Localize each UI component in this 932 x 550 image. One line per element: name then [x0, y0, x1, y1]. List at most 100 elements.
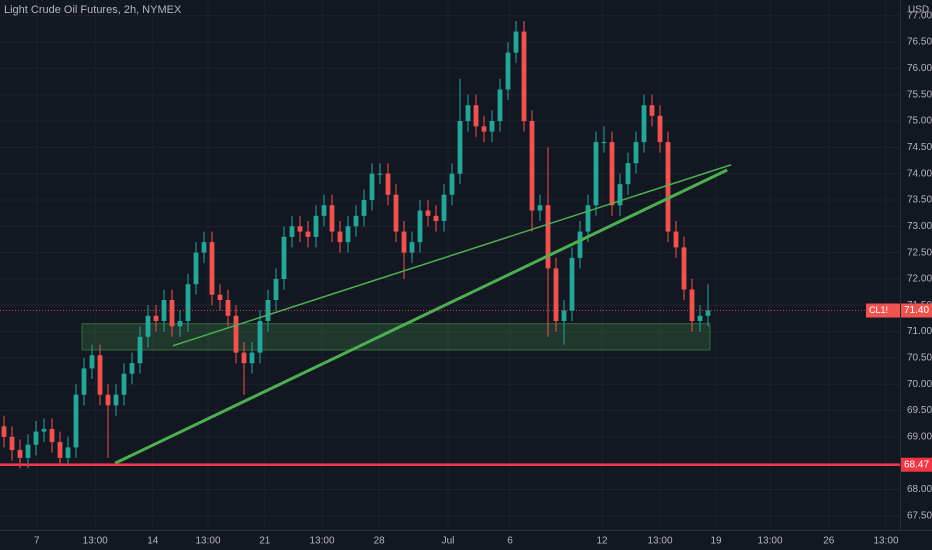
x-tick-label: 14: [147, 536, 159, 547]
candle-body: [137, 336, 143, 364]
candle-body: [209, 242, 215, 295]
candle-body: [553, 268, 559, 322]
candle-body: [353, 215, 359, 227]
x-tick-label: 6: [507, 536, 513, 547]
candle-body: [425, 210, 431, 216]
candle-body: [433, 215, 439, 222]
candle-body: [561, 310, 567, 322]
last-price-label: 71.40: [904, 305, 929, 316]
candle-body: [521, 31, 527, 122]
candle-body: [81, 368, 87, 395]
x-tick-label: 12: [596, 536, 608, 547]
candle-body: [73, 394, 79, 448]
x-tick-label: 13:00: [873, 536, 898, 547]
candle-body: [537, 205, 543, 211]
candle-body: [289, 226, 295, 237]
y-tick-label: 73.50: [907, 195, 932, 206]
y-tick-label: 67.50: [907, 510, 932, 521]
last-price-tag: [901, 303, 932, 318]
x-tick-label: 13:00: [195, 536, 220, 547]
y-tick-label: 69.00: [907, 431, 932, 442]
x-tick-label: 19: [710, 536, 722, 547]
candle-body: [121, 373, 127, 395]
trend-line: [172, 164, 732, 347]
candle-body: [33, 431, 39, 445]
x-tick-label: Jul: [442, 536, 455, 547]
chart-title: Light Crude Oil Futures, 2h, NYMEX: [4, 4, 182, 16]
candle-body: [1, 426, 7, 437]
candle-body: [681, 247, 687, 290]
candle-body: [9, 436, 15, 450]
candle-body: [689, 289, 695, 322]
candle-body: [441, 194, 447, 222]
candle-body: [57, 442, 63, 458]
y-tick-label: 77.00: [907, 10, 932, 21]
y-tick-label: 72.50: [907, 247, 932, 258]
y-tick-label: 68.00: [907, 484, 932, 495]
candle-body: [457, 121, 463, 174]
candle-body: [337, 231, 343, 243]
candle-body: [241, 352, 247, 364]
candle-body: [25, 444, 31, 458]
candle-body: [697, 315, 703, 322]
candle-body: [585, 205, 591, 232]
y-tick-label: 76.00: [907, 63, 932, 74]
symbol-label: CL1!: [869, 305, 888, 315]
x-tick-label: 7: [34, 536, 40, 547]
candle-body: [321, 205, 327, 216]
y-tick-label: 74.00: [907, 168, 932, 179]
candle-body: [369, 173, 375, 200]
candle-body: [233, 315, 239, 353]
candle-body: [225, 300, 231, 316]
candles: [1, 21, 711, 469]
candle-body: [177, 321, 183, 327]
candle-body: [489, 121, 495, 132]
candle-body: [665, 142, 671, 232]
candle-body: [401, 231, 407, 253]
candle-body: [129, 363, 135, 374]
candle-body: [625, 163, 631, 185]
candle-body: [297, 226, 303, 232]
candle-body: [529, 121, 535, 211]
x-tick-label: 26: [823, 536, 835, 547]
candle-body: [649, 105, 655, 116]
x-tick-label: 13:00: [83, 536, 108, 547]
candle-body: [449, 173, 455, 195]
candle-body: [393, 194, 399, 232]
candle-body: [385, 173, 391, 195]
y-tick-label: 71.00: [907, 326, 932, 337]
candle-body: [145, 315, 151, 337]
currency-label: USD: [908, 5, 929, 16]
horizontal-line-label: 68.47: [904, 459, 929, 470]
x-tick-label: 13:00: [757, 536, 782, 547]
candle-body: [329, 205, 335, 232]
candle-body: [497, 89, 503, 122]
candle-body: [217, 294, 223, 300]
candle-body: [545, 205, 551, 269]
candle-body: [65, 447, 71, 458]
candle-body: [569, 257, 575, 311]
candle-body: [305, 231, 311, 237]
candle-body: [169, 300, 175, 327]
candle-body: [105, 394, 111, 406]
candle-body: [97, 355, 103, 395]
symbol-tag: [866, 303, 900, 318]
candle-body: [89, 355, 95, 369]
candle-body: [705, 310, 711, 316]
candle-body: [249, 352, 255, 364]
x-tick-label: 28: [374, 536, 386, 547]
candle-body: [193, 252, 199, 285]
candle-body: [617, 184, 623, 206]
candle-body: [201, 242, 207, 253]
candle-body: [609, 142, 615, 206]
candle-body: [601, 142, 607, 144]
overlays: 68.47 CL1! 71.40: [0, 164, 932, 472]
candle-body: [185, 284, 191, 322]
candle-body: [49, 428, 55, 443]
candle-body: [633, 142, 639, 164]
candle-body: [641, 105, 647, 143]
y-tick-label: 75.50: [907, 89, 932, 100]
y-tick-label: 73.00: [907, 221, 932, 232]
